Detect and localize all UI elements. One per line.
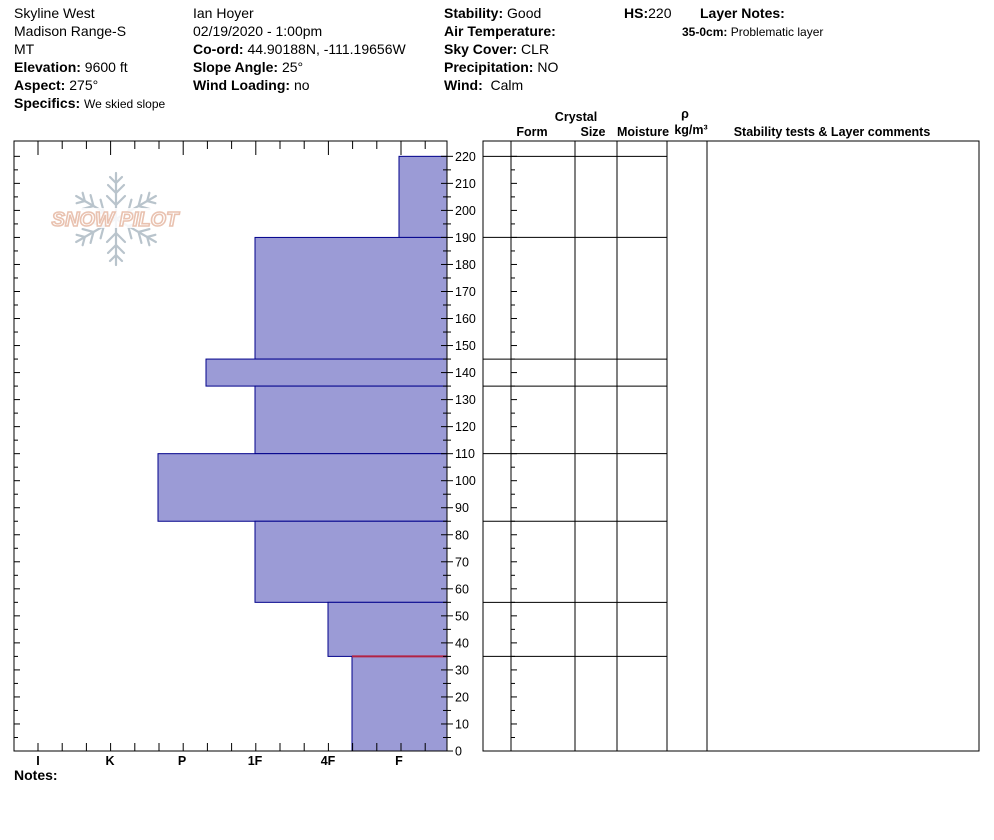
- y-tick-label: 170: [455, 285, 476, 299]
- y-tick-label: 90: [455, 501, 469, 515]
- layer-table: [482, 140, 980, 752]
- aspect-label: Aspect:: [14, 77, 66, 93]
- y-tick-label: 60: [455, 582, 469, 596]
- moisture-header: Moisture: [616, 125, 670, 139]
- wind-loading-label: Wind Loading:: [193, 77, 291, 93]
- wind-value: Calm: [490, 77, 524, 93]
- slope-angle: Slope Angle: 25°: [193, 58, 303, 76]
- aspect: Aspect: 275°: [14, 76, 98, 94]
- y-tick-label: 30: [455, 663, 469, 677]
- y-tick-label: 200: [455, 204, 476, 218]
- precip-value: NO: [537, 59, 559, 75]
- specifics-label: Specifics:: [14, 95, 81, 111]
- elevation-label: Elevation:: [14, 59, 81, 75]
- layer-bar: [351, 655, 448, 752]
- mountain-range: Madison Range-S: [14, 23, 127, 39]
- specifics-value: We skied slope: [84, 97, 166, 111]
- slope-value: 25°: [281, 59, 304, 75]
- y-tick-label: 50: [455, 609, 469, 623]
- wind-loading-value: no: [293, 77, 310, 93]
- form-header: Form: [516, 125, 548, 139]
- y-tick-label: 70: [455, 555, 469, 569]
- y-tick-label: 130: [455, 393, 476, 407]
- layer-note-depth: 35-0cm:: [682, 25, 728, 39]
- y-tick-label: 100: [455, 474, 476, 488]
- precip-label: Precipitation:: [444, 59, 534, 75]
- y-tick-label: 140: [455, 366, 476, 380]
- crystal-header: Crystal: [554, 110, 598, 124]
- layer-bar: [254, 385, 448, 455]
- stability-label: Stability:: [444, 5, 504, 21]
- sky-cover: Sky Cover: CLR: [444, 40, 549, 58]
- stability-value: Good: [507, 5, 542, 21]
- wind-label: Wind:: [444, 77, 483, 93]
- x-tick-label: F: [395, 754, 403, 768]
- layer-bar: [398, 155, 448, 238]
- coordinates: Co-ord: 44.90188N, -111.19656W: [193, 40, 406, 58]
- sky-value: CLR: [521, 41, 550, 57]
- layer-bar: [254, 520, 448, 603]
- y-tick-label: 80: [455, 528, 469, 542]
- x-tick-label: 1F: [248, 754, 263, 768]
- y-tick-label: 20: [455, 690, 469, 704]
- air-temp-label: Air Temperature:: [444, 23, 556, 39]
- logo-text: SNOW PILOT: [52, 209, 180, 231]
- hardness-chart-frame: [13, 140, 448, 752]
- state: MT: [14, 41, 35, 57]
- slope-label: Slope Angle:: [193, 59, 279, 75]
- density-header: kg/m³: [674, 123, 708, 137]
- coord-value: 44.90188N, -111.19656W: [247, 41, 406, 57]
- y-tick-label: 0: [455, 745, 462, 759]
- x-tick-label: P: [178, 754, 186, 768]
- y-tick-label: 210: [455, 177, 476, 191]
- observation-datetime: 02/19/2020 - 1:00pm: [193, 23, 323, 39]
- snow-pilot-logo: SNOW PILOT: [36, 171, 194, 267]
- sky-label: Sky Cover:: [444, 41, 518, 57]
- snowflake-icon: [70, 171, 162, 267]
- y-tick-label: 190: [455, 231, 476, 245]
- y-tick-label: 40: [455, 636, 469, 650]
- coord-label: Co-ord:: [193, 41, 244, 57]
- layer-bar: [327, 601, 448, 657]
- hs-label: HS:: [624, 5, 649, 21]
- stability-comments-header: Stability tests & Layer comments: [733, 125, 931, 139]
- hs-value: 220: [648, 5, 672, 21]
- layer-bar: [254, 236, 448, 360]
- y-tick-label: 120: [455, 420, 476, 434]
- stability: Stability: Good: [444, 4, 541, 22]
- precipitation: Precipitation: NO: [444, 58, 558, 76]
- y-tick-label: 160: [455, 312, 476, 326]
- y-tick-label: 10: [455, 717, 469, 731]
- x-tick-label: K: [105, 754, 114, 768]
- air-temperature: Air Temperature:: [444, 22, 556, 40]
- y-tick-label: 110: [455, 447, 475, 461]
- wind: Wind: Calm: [444, 76, 523, 94]
- x-tick-label: I: [36, 754, 39, 768]
- layer-notes-title: Layer Notes:: [700, 5, 785, 21]
- observer-name: Ian Hoyer: [193, 5, 254, 21]
- y-tick-label: 150: [455, 339, 476, 353]
- rho-header: ρ: [681, 107, 689, 121]
- notes-label: Notes:: [14, 767, 58, 783]
- wind-loading: Wind Loading: no: [193, 76, 310, 94]
- x-tick-label: 4F: [321, 754, 336, 768]
- layer-bar: [205, 358, 448, 387]
- elevation: Elevation: 9600 ft: [14, 58, 128, 76]
- y-tick-label: 220: [455, 150, 476, 164]
- elevation-value: 9600 ft: [84, 59, 128, 75]
- size-header: Size: [580, 125, 606, 139]
- layer-bar: [157, 453, 448, 522]
- y-tick-label: 180: [455, 258, 476, 272]
- specifics: Specifics: We skied slope: [14, 94, 165, 113]
- location-name: Skyline West: [14, 5, 95, 21]
- snow-height: HS:220: [624, 4, 671, 22]
- layer-note-text: Problematic layer: [730, 25, 824, 39]
- aspect-value: 275°: [69, 77, 99, 93]
- layer-note: 35-0cm: Problematic layer: [682, 23, 823, 41]
